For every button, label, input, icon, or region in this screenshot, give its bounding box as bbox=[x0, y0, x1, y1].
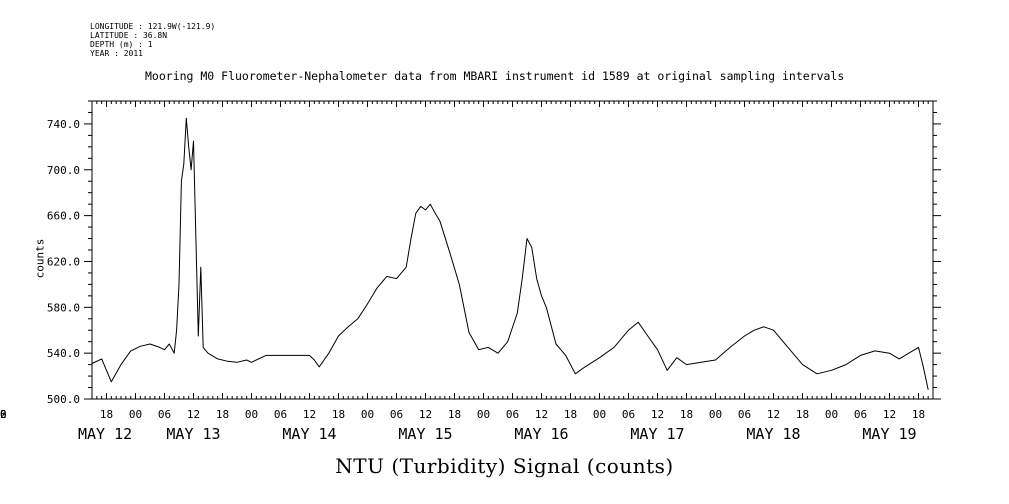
x-tick-label: 06 bbox=[622, 408, 635, 421]
x-tick-label: 12 bbox=[187, 408, 200, 421]
y-tick-label: 700.0 bbox=[47, 164, 80, 177]
x-tick-label: 00 bbox=[825, 408, 838, 421]
series-line bbox=[91, 117, 929, 390]
chart-title: Mooring M0 Fluorometer-Nephalometer data… bbox=[145, 69, 845, 83]
x-tick-label: 18 bbox=[564, 408, 577, 421]
x-day-label: MAY 15 bbox=[398, 425, 452, 443]
x-day-label: MAY 14 bbox=[282, 425, 336, 443]
x-tick-label: 06 bbox=[506, 408, 519, 421]
y-tick-label: 620.0 bbox=[47, 255, 80, 268]
y-tick-label: 660.0 bbox=[47, 210, 80, 223]
x-tick-label: 06 bbox=[738, 408, 751, 421]
x-tick-label: 18 bbox=[448, 408, 461, 421]
longitude-text: LONGITUDE : 121.9W(-121.9) bbox=[90, 22, 216, 31]
x-tick-label: 18 bbox=[912, 408, 925, 421]
x-tick-label: 06 bbox=[854, 408, 867, 421]
latitude-text: LATITUDE : 36.8N bbox=[90, 31, 168, 40]
x-tick-label: 18 bbox=[100, 408, 113, 421]
x-day-label: MAY 18 bbox=[746, 425, 800, 443]
year-text: YEAR : 2011 bbox=[90, 49, 143, 58]
x-day-label: MAY 16 bbox=[514, 425, 568, 443]
x-tick-label: 18 bbox=[216, 408, 229, 421]
x-tick-label: 18 bbox=[680, 408, 693, 421]
x-tick-label: 12 bbox=[535, 408, 548, 421]
x-tick-label: 00 bbox=[477, 408, 490, 421]
x-day-label: MAY 19 bbox=[862, 425, 916, 443]
y-tick-label: 580.0 bbox=[47, 301, 80, 314]
metadata-block: LONGITUDE : 121.9W(-121.9) LATITUDE : 36… bbox=[90, 22, 215, 58]
x-day-label: MAY 13 bbox=[166, 425, 220, 443]
x-tick-label: 00 bbox=[245, 408, 258, 421]
x-tick-label: 12 bbox=[767, 408, 780, 421]
depth-text: DEPTH (m) : 1 bbox=[90, 40, 153, 49]
y-tick-label: 740.0 bbox=[47, 118, 80, 131]
x-tick-label: 00 bbox=[361, 408, 374, 421]
x-tick-label: 12 bbox=[303, 408, 316, 421]
x-day-label: MAY 17 bbox=[630, 425, 684, 443]
x-tick-label: 18 bbox=[332, 408, 345, 421]
x-tick-label: 06 bbox=[274, 408, 287, 421]
x-tick-label: 18 bbox=[796, 408, 809, 421]
x-tick-label: 12 bbox=[419, 408, 432, 421]
x-tick-label: 12 bbox=[0, 408, 7, 421]
x-tick-label: 00 bbox=[709, 408, 722, 421]
x-axis-label: NTU (Turbidity) Signal (counts) bbox=[335, 454, 674, 478]
x-tick-label: 06 bbox=[390, 408, 403, 421]
x-tick-label: 12 bbox=[883, 408, 896, 421]
x-tick-label: 06 bbox=[158, 408, 171, 421]
x-tick-label: 12 bbox=[651, 408, 664, 421]
x-tick-label: 00 bbox=[593, 408, 606, 421]
x-tick-label: 00 bbox=[129, 408, 142, 421]
x-day-label: MAY 12 bbox=[78, 425, 132, 443]
x-tick-label: 00 bbox=[0, 408, 7, 421]
plot-frame bbox=[91, 100, 934, 400]
y-tick-label: 540.0 bbox=[47, 347, 80, 360]
x-tick-label: 06 bbox=[0, 408, 7, 421]
y-tick-label: 500.0 bbox=[47, 393, 80, 406]
